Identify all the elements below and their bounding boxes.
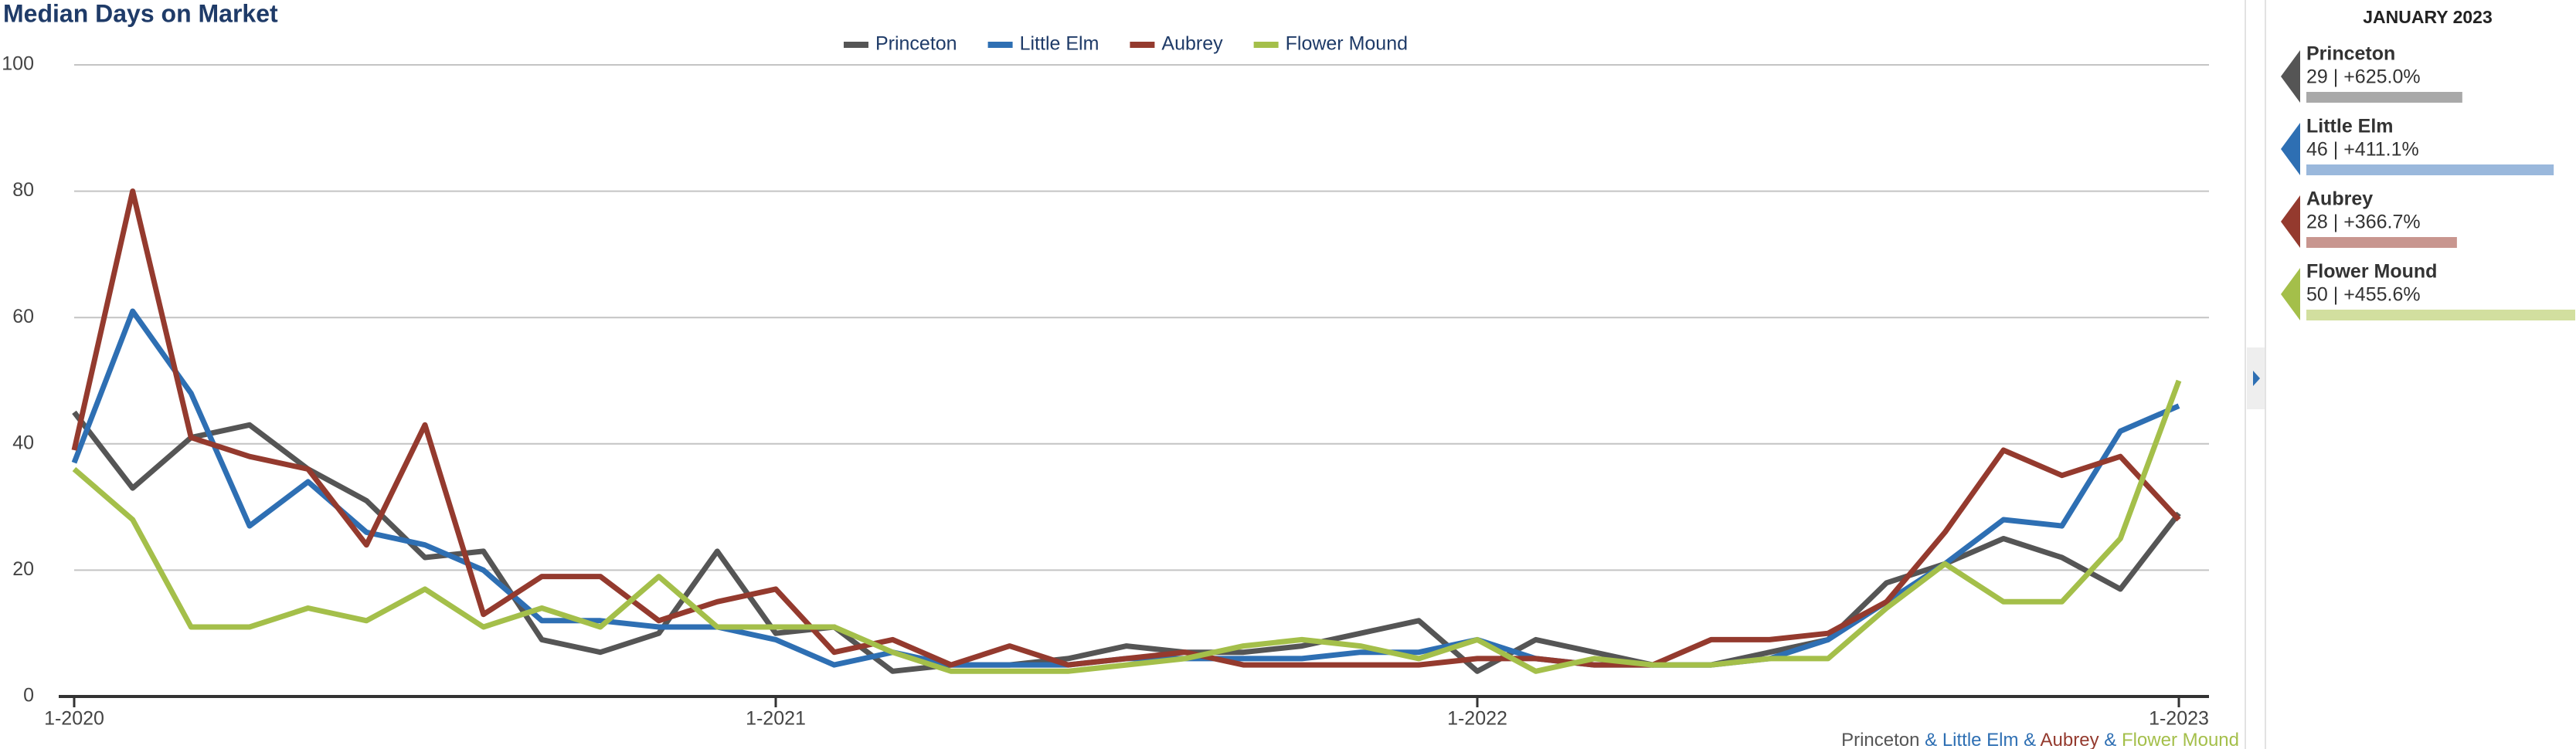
y-tick-label: 40 (12, 432, 34, 453)
footer-name: Princeton (1841, 730, 1919, 749)
x-tick-label: 1-2023 (2149, 708, 2209, 730)
footer-name: Aubrey (2041, 730, 2099, 749)
y-tick-label: 60 (12, 306, 34, 327)
footer-name: Little Elm (1942, 730, 2019, 749)
legend-label: Princeton (875, 33, 957, 55)
panel-name: Aubrey (2306, 188, 2373, 210)
legend-label: Flower Mound (1286, 33, 1408, 55)
footer-separator: & (2099, 730, 2122, 749)
panel-title: JANUARY 2023 (2363, 7, 2492, 27)
x-tick-label: 1-2022 (1447, 708, 1507, 730)
x-tick-label: 1-2020 (44, 708, 104, 730)
panel-bar (2306, 310, 2575, 320)
legend-label: Little Elm (1020, 33, 1099, 55)
series-line (71, 188, 2181, 668)
series-line (72, 379, 2182, 674)
panel-marker (2281, 268, 2300, 320)
panel-name: Princeton (2306, 43, 2395, 65)
y-tick-label: 20 (12, 558, 34, 580)
x-tick-label: 1-2021 (746, 708, 806, 730)
panel-marker (2281, 50, 2300, 103)
panel-marker (2281, 195, 2300, 248)
panel-value: 50 | +455.6% (2306, 284, 2421, 306)
footer-separator: & (1919, 730, 1942, 749)
panel-name: Little Elm (2306, 116, 2394, 137)
y-tick-label: 80 (12, 179, 34, 201)
legend: Princeton Little Elm Aubrey Flower Mound (843, 33, 1408, 55)
panel-value: 29 | +625.0% (2306, 66, 2421, 88)
panel-toggle-arrow[interactable] (2253, 371, 2260, 386)
panel-bar (2306, 164, 2554, 175)
panel-bar (2306, 92, 2462, 103)
footer-separator: & (2019, 730, 2041, 749)
panel-name: Flower Mound (2306, 261, 2437, 283)
panel-bar (2306, 237, 2457, 248)
panel-marker (2281, 123, 2300, 175)
footer-name: Flower Mound (2122, 730, 2239, 749)
legend-label: Aubrey (1161, 33, 1223, 55)
footer: Princeton & Little Elm & Aubrey & Flower… (1841, 730, 2239, 749)
panel-value: 46 | +411.1% (2306, 139, 2419, 161)
y-tick-label: 100 (2, 53, 34, 75)
y-tick-label: 0 (23, 685, 34, 707)
chart-title: Median Days on Market (3, 0, 278, 27)
panel-value: 28 | +366.7% (2306, 212, 2421, 233)
